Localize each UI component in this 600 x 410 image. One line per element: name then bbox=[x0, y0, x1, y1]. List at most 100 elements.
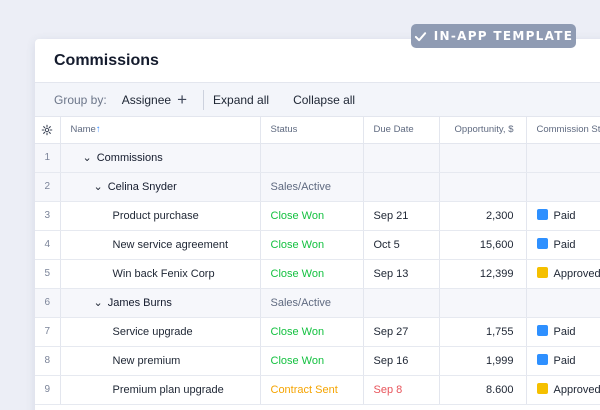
name-cell[interactable]: Service upgrade bbox=[60, 317, 261, 347]
add-group-plus-icon[interactable]: + bbox=[177, 90, 188, 109]
commission-status-label: Paid bbox=[553, 326, 576, 338]
paid-color-swatch bbox=[536, 209, 548, 220]
row-number: 7 bbox=[35, 317, 61, 347]
table-row[interactable]: 7 Service upgrade Close Won Sep 27 1,755… bbox=[35, 317, 600, 347]
status-cell[interactable]: Close Won bbox=[260, 230, 364, 260]
due-date-cell[interactable] bbox=[363, 172, 440, 202]
table-row[interactable]: 1 ⌄ Commissions bbox=[35, 143, 600, 173]
chevron-down-icon[interactable]: ⌄ bbox=[93, 181, 103, 193]
row-number: 8 bbox=[35, 346, 61, 376]
table-row[interactable]: 9 Premium plan upgrade Contract Sent Sep… bbox=[35, 375, 600, 405]
row-number: 3 bbox=[35, 201, 61, 231]
name-cell[interactable]: New service agreement bbox=[60, 230, 261, 260]
opportunity-cell[interactable]: 1,999 bbox=[439, 346, 527, 376]
due-date-cell[interactable]: Sep 21 bbox=[363, 201, 440, 231]
group-name: Commissions bbox=[96, 152, 163, 164]
group-name-cell[interactable]: ⌄ Commissions bbox=[60, 143, 261, 173]
opportunity-cell[interactable] bbox=[439, 172, 527, 202]
commission-status-cell[interactable] bbox=[526, 172, 600, 202]
toolbar-divider bbox=[203, 89, 205, 110]
chevron-down-icon[interactable]: ⌄ bbox=[82, 152, 92, 164]
opportunity-cell[interactable]: 15,600 bbox=[439, 230, 527, 260]
in-app-template-badge: IN-APP TEMPLATE bbox=[411, 24, 576, 48]
commission-status-label: Paid bbox=[553, 239, 576, 251]
column-header-status[interactable]: Status bbox=[260, 117, 364, 144]
commission-status-cell[interactable] bbox=[526, 288, 600, 318]
group-by-label: Group by: bbox=[54, 92, 107, 107]
opportunity-cell[interactable] bbox=[439, 143, 527, 173]
opportunity-cell[interactable] bbox=[439, 288, 527, 318]
status-cell[interactable]: Sales/Active bbox=[260, 172, 364, 202]
badge-label: IN-APP TEMPLATE bbox=[433, 29, 574, 43]
commission-status-cell[interactable]: Approved bbox=[526, 375, 600, 405]
column-header-commission-status[interactable]: Commission St bbox=[526, 117, 600, 144]
commission-status-cell[interactable]: Paid bbox=[526, 346, 600, 376]
chevron-down-icon[interactable]: ⌄ bbox=[93, 297, 103, 309]
opportunity-cell[interactable]: 12,399 bbox=[439, 259, 527, 289]
page-title: Commissions bbox=[54, 51, 159, 69]
toolbar: Group by: Assignee + Expand all Collapse… bbox=[35, 83, 600, 117]
group-name: Celina Snyder bbox=[107, 181, 177, 193]
table-row[interactable]: 5 Win back Fenix Corp Close Won Sep 13 1… bbox=[35, 259, 600, 289]
status-cell[interactable]: Close Won bbox=[260, 259, 364, 289]
row-number: 6 bbox=[35, 288, 61, 318]
commissions-table: Name↑ Status Due Date Opportunity, $ Com… bbox=[35, 117, 600, 405]
commission-status-label: Approved bbox=[553, 384, 600, 396]
row-number: 2 bbox=[35, 172, 61, 202]
group-name-cell[interactable]: ⌄ Celina Snyder bbox=[60, 172, 261, 202]
column-header-opportunity[interactable]: Opportunity, $ bbox=[439, 117, 527, 144]
commissions-panel: Commissions Group by: Assignee + Expand … bbox=[35, 39, 600, 410]
commission-status-label: Paid bbox=[553, 210, 576, 222]
name-header-label: Name bbox=[70, 124, 96, 136]
table-row[interactable]: 8 New premium Close Won Sep 16 1,999 Pai… bbox=[35, 346, 600, 376]
status-cell[interactable]: Close Won bbox=[260, 346, 364, 376]
expand-all-button[interactable]: Expand all bbox=[213, 92, 270, 107]
column-header-due-date[interactable]: Due Date bbox=[363, 117, 440, 144]
group-by-assignee[interactable]: Assignee bbox=[121, 92, 172, 107]
check-icon bbox=[414, 31, 426, 41]
name-cell[interactable]: Win back Fenix Corp bbox=[60, 259, 261, 289]
due-date-cell[interactable] bbox=[363, 143, 440, 173]
commission-status-cell[interactable]: Paid bbox=[526, 317, 600, 347]
table-row[interactable]: 4 New service agreement Close Won Oct 5 … bbox=[35, 230, 600, 260]
column-header-name[interactable]: Name↑ bbox=[60, 117, 261, 144]
commission-status-cell[interactable]: Approved bbox=[526, 259, 600, 289]
row-number: 5 bbox=[35, 259, 61, 289]
opportunity-cell[interactable]: 2,300 bbox=[439, 201, 527, 231]
status-cell[interactable] bbox=[260, 143, 364, 173]
approved-color-swatch bbox=[536, 267, 548, 278]
due-date-cell[interactable]: Sep 16 bbox=[363, 346, 440, 376]
table-header-row: Name↑ Status Due Date Opportunity, $ Com… bbox=[35, 117, 600, 144]
due-date-cell[interactable] bbox=[363, 288, 440, 318]
due-date-cell[interactable]: Sep 13 bbox=[363, 259, 440, 289]
commission-status-cell[interactable]: Paid bbox=[526, 230, 600, 260]
group-name-cell[interactable]: ⌄ James Burns bbox=[60, 288, 261, 318]
commission-status-label: Paid bbox=[553, 355, 576, 367]
due-date-cell[interactable]: Oct 5 bbox=[363, 230, 440, 260]
commission-status-cell[interactable]: Paid bbox=[526, 201, 600, 231]
commission-status-cell[interactable] bbox=[526, 143, 600, 173]
opportunity-cell[interactable]: 8.600 bbox=[439, 375, 527, 405]
name-cell[interactable]: Premium plan upgrade bbox=[60, 375, 261, 405]
title-bar: Commissions bbox=[35, 39, 600, 83]
table-row[interactable]: 2 ⌄ Celina Snyder Sales/Active bbox=[35, 172, 600, 202]
table-row[interactable]: 6 ⌄ James Burns Sales/Active bbox=[35, 288, 600, 318]
status-cell[interactable]: Contract Sent bbox=[260, 375, 364, 405]
sort-ascending-icon[interactable]: ↑ bbox=[95, 124, 101, 136]
name-cell[interactable]: Product purchase bbox=[60, 201, 261, 231]
paid-color-swatch bbox=[536, 354, 548, 365]
settings-header[interactable] bbox=[35, 117, 61, 144]
collapse-all-button[interactable]: Collapse all bbox=[293, 92, 356, 107]
status-cell[interactable]: Close Won bbox=[260, 317, 364, 347]
status-cell[interactable]: Sales/Active bbox=[260, 288, 364, 318]
commission-status-label: Approved bbox=[553, 268, 600, 280]
row-number: 1 bbox=[35, 143, 61, 173]
table-row[interactable]: 3 Product purchase Close Won Sep 21 2,30… bbox=[35, 201, 600, 231]
due-date-cell[interactable]: Sep 27 bbox=[363, 317, 440, 347]
opportunity-cell[interactable]: 1,755 bbox=[439, 317, 527, 347]
status-cell[interactable]: Close Won bbox=[260, 201, 364, 231]
approved-color-swatch bbox=[536, 383, 548, 394]
name-cell[interactable]: New premium bbox=[60, 346, 261, 376]
due-date-cell[interactable]: Sep 8 bbox=[363, 375, 440, 405]
gear-icon[interactable] bbox=[41, 124, 53, 136]
